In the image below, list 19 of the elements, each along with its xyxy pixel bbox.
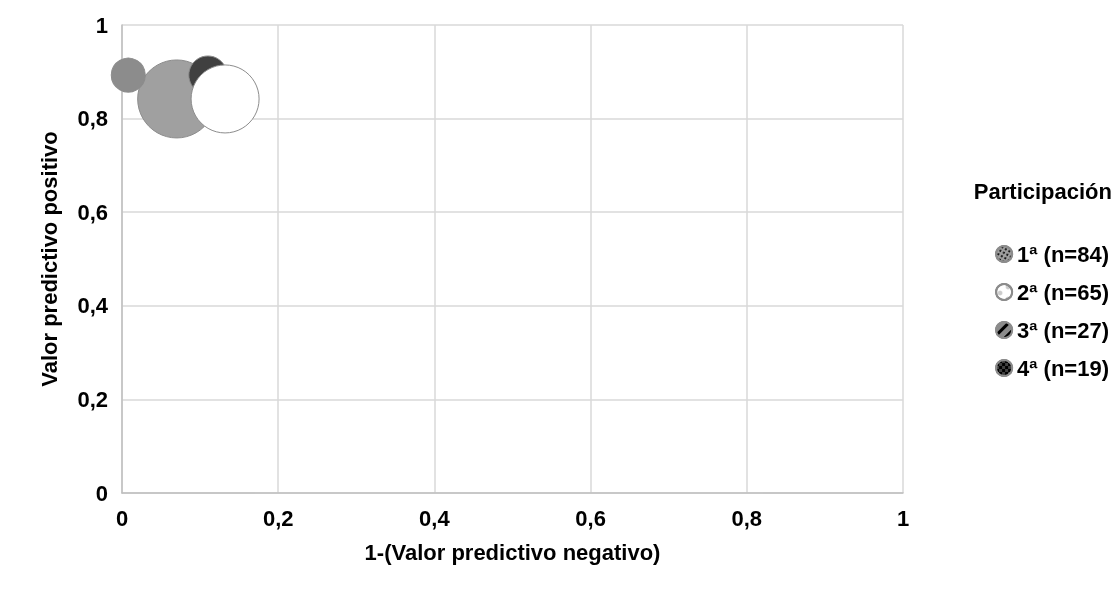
x-tick-label: 0,8 bbox=[731, 505, 763, 531]
x-axis-title: 1-(Valor predictivo negativo) bbox=[364, 539, 661, 565]
x-tick-label: 1 bbox=[896, 505, 910, 531]
x-tick-label: 0,2 bbox=[262, 505, 294, 531]
legend-label: 3ª (n=27) bbox=[1017, 317, 1110, 343]
y-tick-label: 1 bbox=[95, 12, 108, 38]
x-tick-label: 0,6 bbox=[575, 505, 606, 531]
y-tick-label: 0 bbox=[95, 480, 108, 506]
y-tick-label: 0,6 bbox=[77, 199, 108, 225]
y-tick-label: 0,4 bbox=[77, 293, 109, 319]
legend-title: Participación bbox=[973, 178, 1112, 204]
legend-label: 1ª (n=84) bbox=[1017, 241, 1110, 267]
y-tick-label: 0,8 bbox=[77, 106, 108, 132]
y-axis-title: Valor predictivo positivo bbox=[36, 131, 62, 387]
legend-label: 4ª (n=19) bbox=[1017, 355, 1110, 381]
x-tick-label: 0,4 bbox=[419, 505, 451, 531]
legend-label: 2ª (n=65) bbox=[1017, 279, 1110, 305]
x-tick-label: 0 bbox=[115, 505, 129, 531]
y-tick-label: 0,2 bbox=[77, 386, 108, 412]
